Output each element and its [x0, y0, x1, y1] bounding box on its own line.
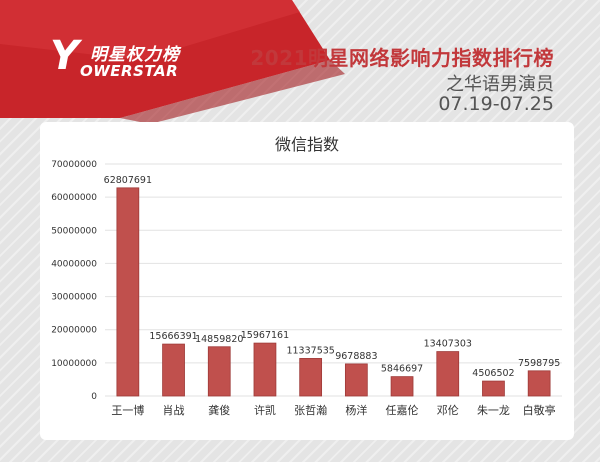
y-tick-label: 10000000 [51, 359, 97, 369]
chart-title: 微信指数 [275, 135, 339, 154]
y-tick-label: 70000000 [51, 160, 97, 170]
y-tick-label: 20000000 [51, 326, 97, 336]
banner-highlight-shape [0, 0, 300, 60]
bars [116, 187, 551, 397]
data-label: 4506502 [472, 368, 514, 379]
banner-shadow-shape [120, 60, 345, 124]
bar-3 [253, 342, 277, 397]
bar-7 [436, 351, 460, 397]
category-label: 朱一龙 [477, 404, 510, 417]
category-label: 许凯 [254, 404, 276, 417]
y-tick-label: 60000000 [51, 193, 97, 203]
data-label: 11337535 [286, 345, 334, 356]
date-range: 07.19-07.25 [438, 93, 554, 115]
bar-6 [390, 376, 414, 397]
bar-8 [482, 380, 505, 397]
category-label: 白敬亭 [523, 403, 556, 417]
y-tick-label: 40000000 [51, 259, 97, 269]
chart-card: 微信指数 0 10000000 20000000 30000000 40000000 50… [40, 122, 574, 440]
logo-letter: Y [50, 33, 79, 79]
bar-4 [299, 358, 323, 397]
y-tick-label: 50000000 [51, 226, 97, 236]
category-label: 王一博 [111, 404, 144, 417]
data-label: 62807691 [104, 175, 152, 186]
bar-0 [116, 187, 140, 397]
category-label: 任嘉伦 [386, 403, 419, 417]
data-label: 13407303 [424, 339, 472, 350]
page-subtitle: 之华语男演员 [446, 74, 554, 95]
data-label: 15666391 [149, 331, 197, 342]
bar-9 [527, 370, 551, 397]
bar-chart: 微信指数 0 10000000 20000000 30000000 40000000 50… [51, 135, 562, 417]
category-label: 肖战 [163, 403, 185, 417]
powerstar-logo: Y 明星权力榜 OWERSTAR [50, 34, 200, 80]
bar-2 [207, 346, 231, 397]
logo-english-text: OWERSTAR [80, 62, 179, 80]
bar-5 [344, 363, 368, 397]
category-label: 龚俊 [208, 403, 230, 417]
data-label: 15967161 [241, 330, 289, 341]
y-tick-label: 0 [91, 392, 97, 402]
logo-chinese-text: 明星权力榜 [90, 45, 180, 65]
y-axis-ticks: 0 10000000 20000000 30000000 40000000 5000000… [51, 160, 97, 402]
data-label: 9678883 [335, 351, 377, 362]
data-label: 7598795 [518, 358, 560, 369]
data-label: 5846697 [381, 364, 423, 375]
y-tick-label: 30000000 [51, 293, 97, 303]
x-axis-categories: 王一博 肖战 龚俊 许凯 张哲瀚 杨洋 任嘉伦 邓伦 朱一龙 白敬亭 [111, 403, 555, 417]
bar-1 [162, 343, 185, 397]
category-label: 邓伦 [437, 403, 459, 417]
page-title: 2021明星网络影响力指数排行榜 [250, 46, 554, 70]
category-label: 张哲瀚 [294, 403, 327, 417]
category-label: 杨洋 [345, 403, 367, 417]
data-label: 14859820 [195, 334, 243, 345]
